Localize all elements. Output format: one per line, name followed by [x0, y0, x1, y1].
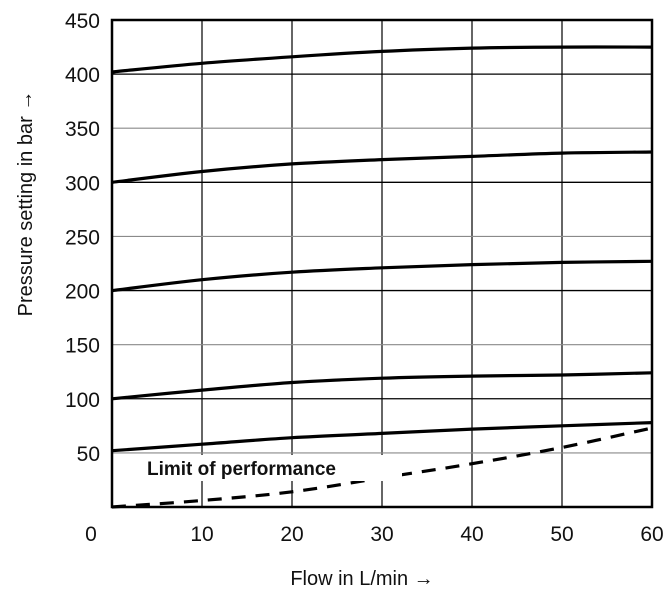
pressure-curve-0: [111, 421, 653, 453]
x-tick-label-6: 60: [640, 523, 663, 546]
y-tick-label-1: 100: [65, 389, 100, 412]
y-tick-label-5: 300: [65, 172, 100, 195]
y-tick-labels: 50 100 150 200 250 300 350 400 450: [65, 10, 100, 466]
y-tick-label-4: 250: [65, 226, 100, 249]
x-tick-label-4: 40: [460, 523, 483, 546]
pressure-curve-4: [111, 45, 653, 74]
pressure-curve-3: [111, 150, 653, 184]
y-tick-label-0: 50: [77, 443, 100, 466]
x-tick-label-1: 10: [190, 523, 213, 546]
y-axis-label: Pressure setting in bar →: [15, 91, 37, 317]
x-tick-labels: 0 10 20 30 40 50 60: [85, 523, 664, 546]
pressure-curve-2: [111, 259, 653, 293]
x-tick-label-3: 30: [370, 523, 393, 546]
plot-frame: [110, 18, 654, 509]
x-tick-label-5: 50: [550, 523, 573, 546]
annotation-background: [140, 455, 402, 481]
limit-of-performance-label: Limit of performance: [147, 459, 336, 480]
x-tick-label-2: 20: [280, 523, 303, 546]
y-tick-label-2: 150: [65, 335, 100, 358]
y-tick-label-7: 400: [65, 64, 100, 87]
x-tick-label-0: 0: [85, 523, 97, 546]
pressure-curve-1: [111, 371, 653, 401]
y-tick-label-3: 200: [65, 281, 100, 304]
y-tick-label-8: 450: [65, 10, 100, 33]
y-tick-label-6: 350: [65, 118, 100, 141]
x-axis-label: Flow in L/min →: [290, 568, 433, 590]
